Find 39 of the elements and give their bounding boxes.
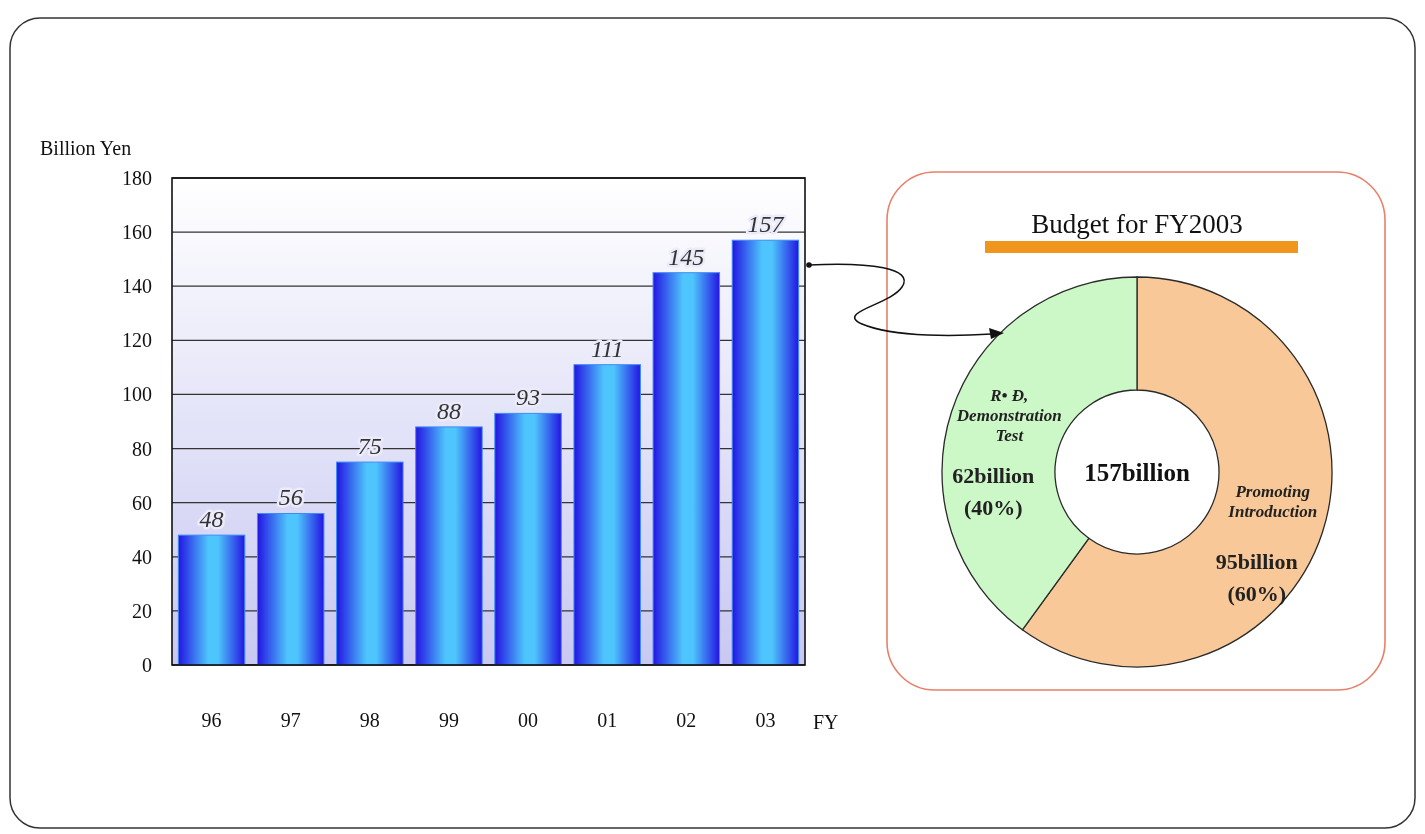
x-tick-label: 03: [755, 709, 776, 731]
y-tick-label: 140: [122, 275, 152, 298]
bar: [256, 512, 325, 666]
x-tick-label: 01: [597, 709, 618, 731]
bar: [336, 461, 404, 666]
y-tick-label: 20: [132, 599, 152, 622]
x-axis-title: FY: [813, 711, 839, 733]
x-tick-label: 02: [676, 709, 697, 731]
data-label: 95billion (60%): [1215, 548, 1298, 606]
bar: [494, 412, 562, 666]
data-label: 157: [747, 211, 785, 238]
data-label: 88: [436, 397, 461, 424]
y-tick-label: 100: [122, 383, 152, 406]
x-tick-label: 99: [438, 709, 459, 731]
bar: [415, 426, 483, 666]
data-label: 62billion (40%): [952, 462, 1035, 520]
slice-label: Promoting Introduction: [1227, 481, 1318, 521]
bar: [573, 364, 641, 666]
x-tick-label: 97: [280, 709, 301, 731]
y-axis-title: Billion Yen: [40, 137, 132, 159]
data-label: 48: [199, 506, 224, 533]
slice-label: R• Đ, Demonstration Test: [955, 385, 1062, 445]
bar: [652, 272, 721, 666]
y-tick-label: 180: [122, 167, 152, 189]
y-tick-label: 0: [142, 654, 152, 676]
bar: [177, 534, 246, 666]
text: 157billion: [1084, 458, 1190, 486]
chart-title: Budget for FY2003: [1031, 209, 1243, 239]
data-label: 145: [668, 243, 705, 270]
x-tick-label: 96: [201, 709, 222, 731]
y-tick-label: 120: [122, 329, 152, 352]
y-tick-label: 40: [132, 545, 152, 568]
y-tick-label: 60: [132, 491, 152, 514]
y-tick-label: 160: [122, 221, 152, 244]
y-tick-label: 80: [132, 437, 152, 460]
bar: [731, 239, 800, 666]
data-label: 111: [590, 335, 624, 362]
x-tick-label: 98: [359, 709, 380, 731]
x-tick-label: 00: [518, 709, 539, 731]
